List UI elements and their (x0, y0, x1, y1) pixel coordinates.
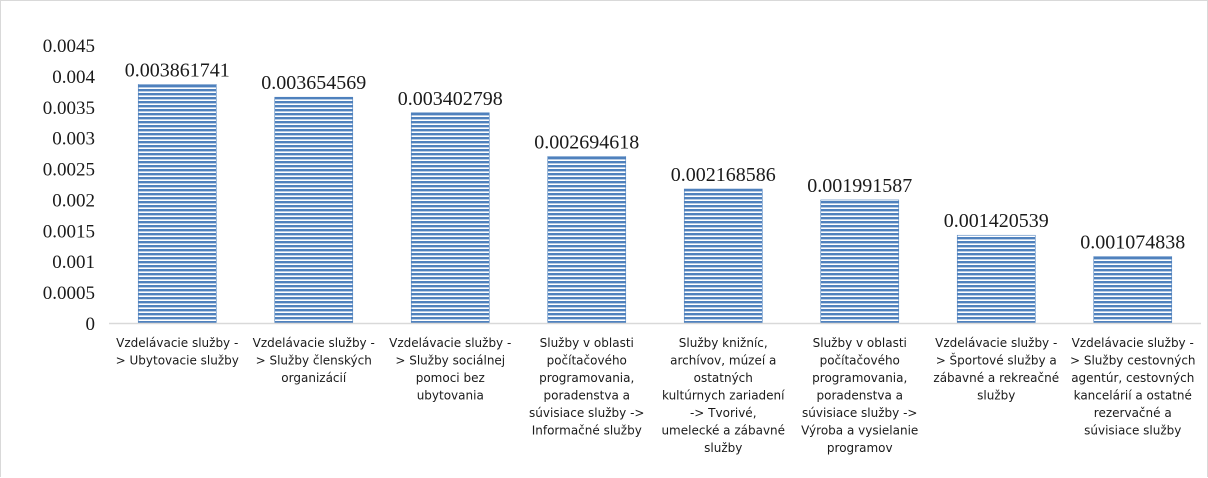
x-tick-label-line: Vzdelávacie služby - (389, 336, 511, 350)
x-tick-label: Vzdelávacie služby - > Služby členských or… (253, 336, 375, 385)
x-tick-label-line: > Služby členských (256, 354, 372, 368)
x-tick-label-line: Vzdelávacie služby - (116, 336, 238, 350)
x-tick-label-line: Výroba a vysielanie (801, 424, 918, 438)
data-label: 0.001074838 (1080, 232, 1185, 254)
x-tick-label-line: Služby v oblasti (813, 336, 907, 350)
x-tick-label-line: súvisiace služby (1084, 424, 1181, 438)
y-tick-label: 0.001 (52, 252, 95, 273)
x-tick-label-line: programov (827, 441, 893, 455)
x-tick-label-line: -> Tvorivé, (690, 406, 757, 420)
x-tick-label: Vzdelávacie služby - > Športové služby a z… (933, 336, 1059, 403)
x-tick-label-line: Vzdelávacie služby - (935, 336, 1057, 350)
x-tick-label-line: Vzdelávacie služby - (253, 336, 375, 350)
x-tick-label-line: poradenstva a (817, 389, 903, 403)
x-tick-label-line: > Služby sociálnej (395, 354, 505, 368)
bar (410, 112, 490, 324)
x-tick-label-line: Informačné služby (532, 424, 642, 438)
data-label: 0.003402798 (398, 88, 503, 110)
y-tick-label: 0.0045 (43, 36, 95, 57)
x-tick-label-line: rezervačné a (1094, 406, 1172, 420)
bar (820, 199, 900, 324)
x-tick-label-line: služby (704, 441, 742, 455)
x-axis-labels: Vzdelávacie služby -> Ubytovacie službyV… (116, 336, 1196, 455)
x-tick-label-line: kultúrnych zariadení (662, 389, 785, 403)
y-axis: 0 0.0005 0.001 0.0015 0.002 0.0025 0.003 0.0035… (43, 36, 96, 335)
y-tick-label: 0.003 (52, 129, 95, 150)
x-tick-label-line: kancelárií a ostatné (1074, 389, 1192, 403)
bar (956, 234, 1036, 324)
y-tick-label: 0.004 (52, 67, 95, 88)
x-tick-label-line: organizácií (281, 371, 347, 385)
x-tick-label-line: > Športové služby a (936, 353, 1057, 368)
bar (274, 96, 354, 324)
x-tick-label-line: ostatných (694, 371, 753, 385)
y-tick-label: 0 (86, 314, 96, 335)
data-label: 0.001420539 (944, 210, 1049, 232)
x-tick-label: Služby v oblasti počítačového programovani… (801, 336, 918, 455)
x-tick-label: Služby knižníc, archívov, múzeí a ostatnýc… (661, 336, 785, 455)
x-tick-label: Vzdelávacie služby - > Služby sociálnej po… (389, 336, 511, 403)
bar (1093, 256, 1173, 324)
x-tick-label-line: poradenstva a (544, 389, 630, 403)
data-label: 0.002694618 (534, 132, 639, 154)
x-tick-label-line: umelecké a zábavné (661, 424, 785, 438)
data-labels: 0.003861741 0.003654569 0.003402798 0.00269… (125, 59, 1186, 253)
x-tick-label-line: pomoci bez (416, 371, 485, 385)
bar (683, 188, 763, 324)
x-tick-label-line: Vzdelávacie služby - (1072, 336, 1194, 350)
x-tick-label-line: Služby v oblasti (540, 336, 634, 350)
y-tick-label: 0.0015 (43, 221, 95, 242)
x-tick-label: Vzdelávacie služby - > Služby cestovných a… (1070, 336, 1196, 438)
x-tick-label-line: > Ubytovacie služby (116, 354, 239, 368)
data-label: 0.003654569 (261, 72, 366, 94)
x-tick-label: Služby v oblasti počítačového programovani… (529, 336, 644, 438)
x-tick-label: Vzdelávacie služby - > Ubytovacie služby (116, 336, 239, 368)
data-label: 0.001991587 (807, 175, 912, 197)
x-tick-label-line: počítačového (820, 354, 900, 368)
y-tick-label: 0.0035 (43, 98, 95, 119)
x-tick-label-line: programovania, (539, 371, 634, 385)
data-label: 0.002168586 (671, 164, 776, 186)
x-tick-label-line: archívov, múzeí a (670, 354, 776, 368)
x-tick-label-line: ubytovania (417, 389, 484, 403)
bars (137, 84, 1173, 324)
y-tick-label: 0.0025 (43, 160, 95, 181)
x-tick-label-line: > Služby cestovných (1070, 354, 1196, 368)
x-tick-label-line: súvisiace služby -> (529, 406, 644, 420)
data-label: 0.003861741 (125, 59, 230, 81)
y-tick-label: 0.0005 (43, 283, 95, 304)
x-tick-label-line: súvisiace služby -> (802, 406, 917, 420)
x-tick-label-line: zábavné a rekreačné (933, 371, 1059, 385)
x-tick-label-line: agentúr, cestovných (1071, 371, 1194, 385)
x-tick-label-line: programovania, (812, 371, 907, 385)
y-tick-label: 0.002 (52, 190, 95, 211)
x-tick-label-line: počítačového (547, 354, 627, 368)
bar (137, 84, 217, 324)
x-tick-label-line: Služby knižníc, (679, 336, 768, 350)
bar (547, 156, 627, 324)
x-tick-label-line: služby (977, 389, 1015, 403)
